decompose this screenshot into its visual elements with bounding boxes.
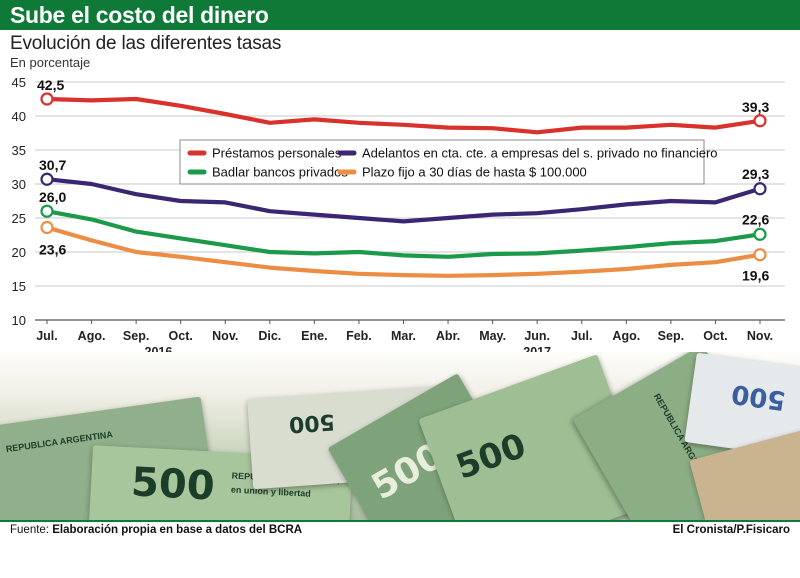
source-label: Fuente: xyxy=(10,524,49,536)
y-tick-label: 10 xyxy=(12,313,26,328)
data-label: 30,7 xyxy=(39,157,66,173)
data-label: 23,6 xyxy=(39,242,66,258)
chart-title: Sube el costo del dinero xyxy=(0,0,800,30)
banknote-value: 500 xyxy=(729,378,788,416)
banknotes-photo: REPUBLICA ARGENTINA 500 REPUBLICA ARGENT… xyxy=(0,352,800,520)
x-tick-label: Abr. xyxy=(436,329,460,343)
x-tick-label: Dic. xyxy=(258,329,281,343)
endpoint-marker xyxy=(40,204,54,218)
x-tick-label: Sep. xyxy=(123,329,149,343)
legend-box xyxy=(179,139,705,185)
x-tick-label: Oct. xyxy=(703,329,727,343)
y-tick-label: 15 xyxy=(12,279,26,294)
x-tick-label: Ago. xyxy=(78,329,106,343)
y-tick-label: 45 xyxy=(12,75,26,90)
legend-label: Préstamos personales xyxy=(212,146,342,161)
data-label: 22,6 xyxy=(742,211,769,227)
endpoint-marker xyxy=(40,220,54,235)
chart-subtitle: Evolución de las diferentes tasas xyxy=(10,33,282,54)
x-tick-label: Mar. xyxy=(391,329,416,343)
y-tick-label: 20 xyxy=(12,245,26,260)
endpoint-marker xyxy=(40,92,54,106)
y-tick-label: 40 xyxy=(12,109,26,124)
y-tick-label: 25 xyxy=(12,211,26,226)
series-line xyxy=(44,177,763,224)
x-tick-label: Nov. xyxy=(747,329,773,343)
legend-label: Badlar bancos privados xyxy=(212,165,348,180)
legend-label: Adelantos en cta. cte. a empresas del s.… xyxy=(362,146,718,161)
x-tick-label: Jul. xyxy=(36,329,58,343)
x-tick-label: Jul. xyxy=(571,329,593,343)
data-label: 26,0 xyxy=(39,189,66,205)
x-tick-label: Feb. xyxy=(346,329,372,343)
data-label: 29,3 xyxy=(742,166,769,182)
series-line xyxy=(44,225,763,278)
x-tick-label: Nov. xyxy=(212,329,238,343)
unit-label: En porcentaje xyxy=(10,55,91,70)
y-tick-label: 35 xyxy=(12,143,26,158)
data-label: 42,5 xyxy=(37,77,64,93)
endpoint-marker xyxy=(753,248,767,262)
series-line xyxy=(44,209,763,259)
legend-label: Plazo fijo a 30 días de hasta $ 100.000 xyxy=(362,165,587,180)
x-tick-label: Ene. xyxy=(301,329,327,343)
x-tick-label: Jun. xyxy=(524,329,550,343)
source-note: Fuente: Elaboración propia en base a dat… xyxy=(10,524,302,536)
footer xyxy=(0,520,800,578)
footer-divider xyxy=(0,520,800,522)
x-tick-label: May. xyxy=(479,329,506,343)
banknote-value: 500 xyxy=(450,425,532,488)
data-label: 39,3 xyxy=(742,99,769,115)
x-tick-label: Ago. xyxy=(612,329,640,343)
data-label: 19,6 xyxy=(742,268,769,284)
endpoint-marker xyxy=(753,182,767,196)
banknote-value: 500 xyxy=(288,408,336,437)
y-tick-label: 30 xyxy=(12,177,26,192)
series-line xyxy=(44,96,763,135)
source-text: Elaboración propia en base a datos del B… xyxy=(52,524,303,536)
line-chart: 10 15 20 25 30 35 40 45 Jul. Ago. Sep. Oct. Nov. Dic.… xyxy=(12,75,785,359)
endpoint-marker xyxy=(40,172,54,186)
credit: El Cronista/P.Fisicaro xyxy=(672,524,790,536)
banknote-value: 500 xyxy=(129,459,216,510)
x-tick-label: Oct. xyxy=(169,329,193,343)
endpoint-marker xyxy=(753,227,767,241)
x-tick-label: Sep. xyxy=(658,329,684,343)
endpoint-marker xyxy=(753,114,767,128)
